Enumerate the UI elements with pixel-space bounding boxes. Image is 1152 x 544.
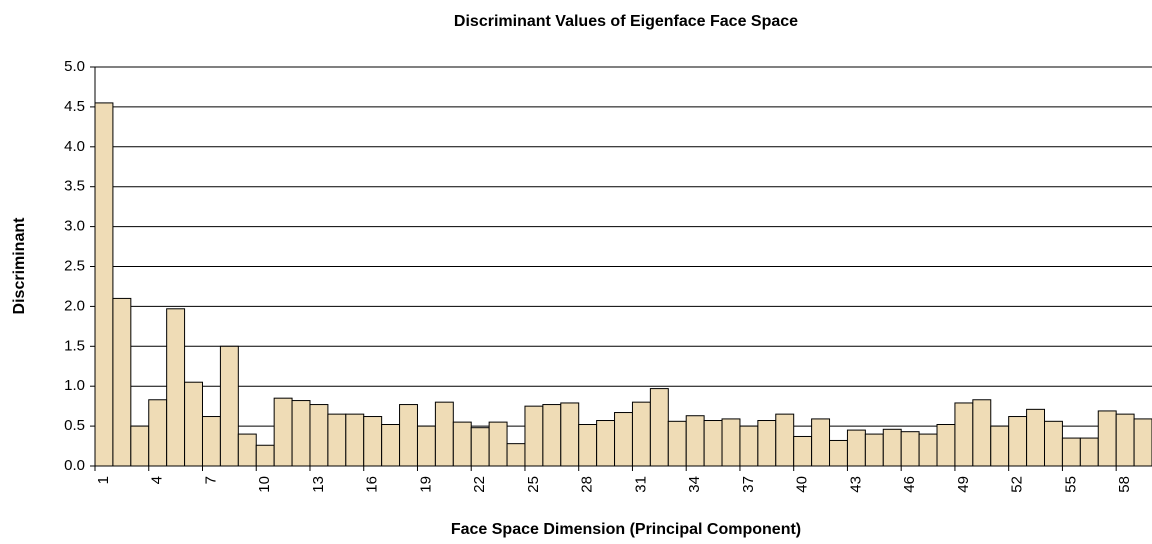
y-tick-label: 1.0 xyxy=(64,377,85,394)
bar xyxy=(954,402,974,467)
y-tick-label: 2.5 xyxy=(64,257,85,274)
x-tick-label: 19 xyxy=(417,476,434,493)
bar xyxy=(936,424,956,467)
x-tick-label: 7 xyxy=(202,476,219,484)
x-axis-title: Face Space Dimension (Principal Componen… xyxy=(451,521,801,538)
bar xyxy=(273,397,293,467)
bar xyxy=(506,443,526,467)
bar xyxy=(864,433,884,467)
bar xyxy=(542,404,562,467)
bar xyxy=(972,399,992,467)
bar xyxy=(381,424,401,467)
y-tick-label: 3.0 xyxy=(64,218,85,235)
bar xyxy=(524,405,544,467)
bar xyxy=(1008,416,1028,467)
x-tick-label: 10 xyxy=(256,476,273,493)
x-tick-label: 25 xyxy=(525,476,542,493)
x-tick-label: 13 xyxy=(310,476,327,493)
chart-title: Discriminant Values of Eigenface Face Sp… xyxy=(454,13,798,30)
y-axis-title: Discriminant xyxy=(11,217,28,315)
bar xyxy=(739,425,759,467)
bar xyxy=(434,401,454,467)
bar xyxy=(488,421,508,467)
bar xyxy=(649,388,669,467)
bar xyxy=(399,404,418,467)
x-tick-label: 28 xyxy=(579,476,596,493)
bar xyxy=(882,428,902,467)
bar xyxy=(1115,413,1135,467)
x-tick-label: 58 xyxy=(1116,476,1133,493)
bar xyxy=(900,431,920,467)
bar xyxy=(452,421,472,467)
bar xyxy=(291,400,311,467)
y-tick-label: 2.0 xyxy=(64,297,85,314)
y-tick-label: 3.5 xyxy=(64,178,85,195)
bar xyxy=(1097,410,1117,467)
y-tick-label: 4.0 xyxy=(64,138,85,155)
bar xyxy=(255,444,275,467)
x-tick-label: 46 xyxy=(901,476,918,493)
x-tick-label: 4 xyxy=(149,476,166,484)
x-tick-label: 22 xyxy=(471,476,488,493)
bar xyxy=(1079,437,1099,467)
bar xyxy=(578,424,598,467)
x-tick-label: 40 xyxy=(794,476,811,493)
bar xyxy=(94,102,114,467)
bar xyxy=(596,420,616,467)
bar xyxy=(470,427,490,467)
bar xyxy=(130,425,150,467)
bar xyxy=(703,420,723,467)
bar xyxy=(614,412,633,467)
x-tick-label: 49 xyxy=(955,476,972,493)
bar xyxy=(237,433,257,467)
y-tick-label: 0.0 xyxy=(64,457,85,474)
x-tick-label: 1 xyxy=(95,476,112,484)
bar xyxy=(721,418,741,467)
bar xyxy=(918,433,938,467)
bar xyxy=(990,425,1010,467)
y-tick-label: 4.5 xyxy=(64,98,85,115)
bar xyxy=(811,418,831,467)
bar xyxy=(363,416,383,467)
bar xyxy=(829,439,848,467)
bar xyxy=(757,420,777,467)
bar xyxy=(416,425,436,467)
bar xyxy=(148,399,168,467)
bar xyxy=(184,381,203,467)
bar xyxy=(667,420,687,467)
y-tick-label: 1.5 xyxy=(64,337,85,354)
x-tick-label: 37 xyxy=(740,476,757,493)
bar xyxy=(846,429,866,467)
x-tick-label: 55 xyxy=(1062,476,1079,493)
bar xyxy=(560,402,580,467)
bar xyxy=(166,308,186,467)
y-tick-label: 5.0 xyxy=(64,58,85,75)
x-tick-label: 34 xyxy=(686,476,703,493)
bar xyxy=(219,345,239,467)
bar xyxy=(201,416,221,467)
bar xyxy=(1044,420,1063,467)
x-tick-label: 52 xyxy=(1009,476,1026,493)
bar xyxy=(112,297,132,467)
bar xyxy=(631,401,651,467)
bar xyxy=(345,413,365,467)
x-tick-label: 16 xyxy=(364,476,381,493)
bar xyxy=(1061,437,1081,467)
y-tick-label: 0.5 xyxy=(64,417,85,434)
x-tick-label: 31 xyxy=(632,476,649,493)
bar xyxy=(685,415,705,467)
bar xyxy=(1026,408,1046,467)
bar xyxy=(793,435,813,467)
x-tick-label: 43 xyxy=(847,476,864,493)
bar xyxy=(775,413,795,467)
bar xyxy=(309,404,329,467)
bar xyxy=(327,413,347,467)
bar xyxy=(1133,418,1152,467)
